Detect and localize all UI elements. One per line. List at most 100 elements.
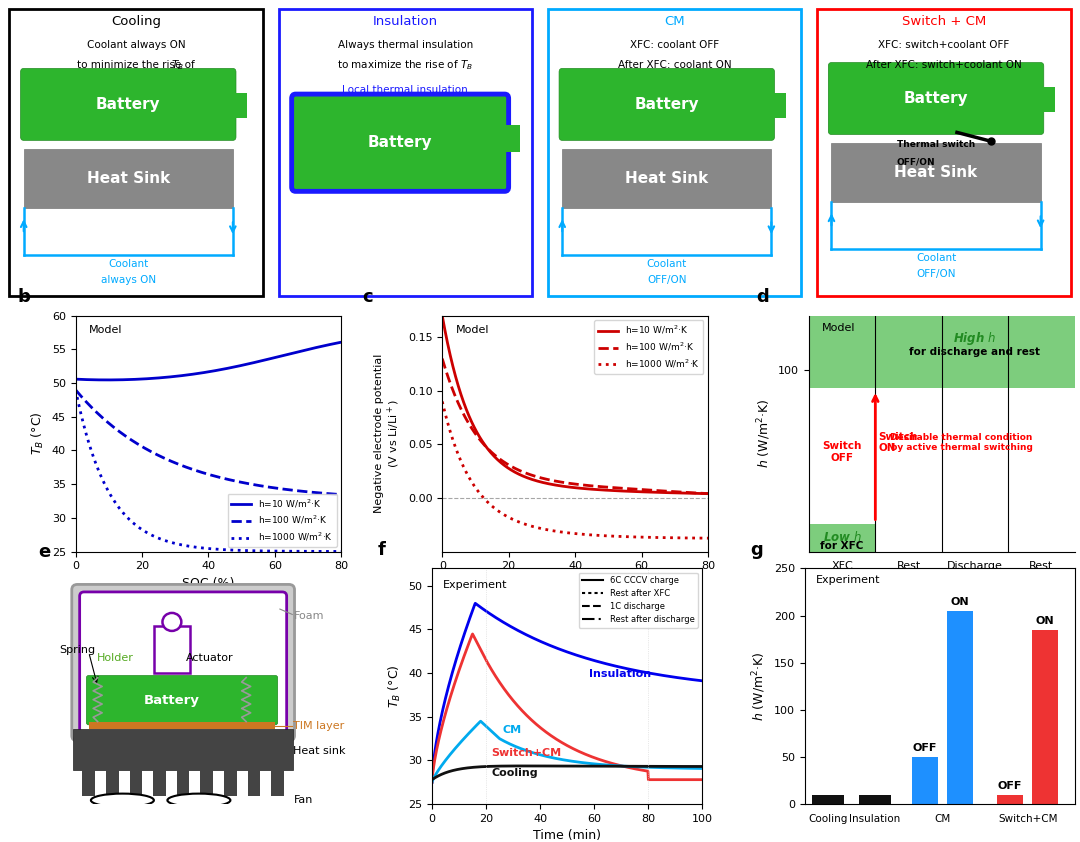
Text: ON: ON xyxy=(1036,616,1054,626)
Text: Experiment: Experiment xyxy=(815,575,880,585)
Bar xyxy=(504,125,521,152)
Text: Battery: Battery xyxy=(96,97,161,112)
Text: Switch + CM: Switch + CM xyxy=(902,15,986,29)
Text: g: g xyxy=(751,541,764,559)
Text: Model: Model xyxy=(822,322,855,333)
Text: d: d xyxy=(756,288,769,306)
Text: High $h$: High $h$ xyxy=(954,330,997,347)
Text: OFF/ON: OFF/ON xyxy=(916,269,956,280)
Text: XFC: switch+coolant OFF: XFC: switch+coolant OFF xyxy=(878,40,1010,51)
Text: Battery: Battery xyxy=(144,694,200,706)
Ellipse shape xyxy=(167,794,230,807)
Bar xyxy=(271,770,284,796)
Bar xyxy=(153,770,166,796)
X-axis label: SOC (%): SOC (%) xyxy=(183,577,234,589)
Bar xyxy=(233,93,247,118)
Bar xyxy=(563,148,771,207)
Text: OFF/ON: OFF/ON xyxy=(647,275,687,285)
Bar xyxy=(809,525,875,552)
Bar xyxy=(89,722,275,729)
Text: Actuator: Actuator xyxy=(187,653,234,663)
Bar xyxy=(947,610,973,804)
Text: b: b xyxy=(17,288,30,306)
Text: Switch
ON: Switch ON xyxy=(879,432,918,454)
Bar xyxy=(130,770,143,796)
FancyBboxPatch shape xyxy=(279,8,532,296)
Text: Fan: Fan xyxy=(294,795,313,805)
Text: Experiment: Experiment xyxy=(443,580,508,590)
Text: After XFC: switch+coolant ON: After XFC: switch+coolant ON xyxy=(866,60,1022,70)
Text: Battery: Battery xyxy=(904,91,969,106)
FancyBboxPatch shape xyxy=(71,584,295,741)
Text: for XFC: for XFC xyxy=(821,541,864,551)
FancyBboxPatch shape xyxy=(559,68,774,141)
Text: XFC: coolant OFF: XFC: coolant OFF xyxy=(630,40,719,51)
Y-axis label: $h$ (W/m$^2$·K): $h$ (W/m$^2$·K) xyxy=(751,652,768,721)
Bar xyxy=(82,770,95,796)
Bar xyxy=(912,757,939,804)
Text: Coolant: Coolant xyxy=(108,259,148,269)
Bar xyxy=(106,770,119,796)
Bar xyxy=(24,148,233,207)
FancyBboxPatch shape xyxy=(21,68,235,141)
Text: Coolant: Coolant xyxy=(916,253,956,264)
Bar xyxy=(73,729,294,770)
Text: Heat Sink: Heat Sink xyxy=(625,171,708,185)
Text: Holder: Holder xyxy=(97,653,134,663)
Bar xyxy=(809,388,1075,525)
Bar xyxy=(997,795,1023,804)
Text: Spring: Spring xyxy=(59,645,95,655)
X-axis label: SOC (%): SOC (%) xyxy=(549,577,602,589)
Text: OFF: OFF xyxy=(998,781,1023,791)
Bar xyxy=(177,770,189,796)
Text: Battery: Battery xyxy=(634,97,699,112)
Text: Coolant: Coolant xyxy=(647,259,687,269)
Text: Coolant always ON: Coolant always ON xyxy=(86,40,186,51)
Bar xyxy=(247,770,260,796)
Text: TIM layer: TIM layer xyxy=(294,721,345,731)
Text: c: c xyxy=(363,288,374,306)
FancyBboxPatch shape xyxy=(10,8,262,296)
Ellipse shape xyxy=(91,794,153,807)
Text: e: e xyxy=(38,543,50,562)
Text: $T_B$: $T_B$ xyxy=(172,58,185,72)
Bar xyxy=(809,316,1075,388)
Text: Insulation: Insulation xyxy=(589,669,651,679)
Text: OFF: OFF xyxy=(913,743,937,754)
Legend: 6C CCCV charge, Rest after XFC, 1C discharge, Rest after discharge: 6C CCCV charge, Rest after XFC, 1C disch… xyxy=(579,573,698,627)
FancyBboxPatch shape xyxy=(828,62,1043,135)
Text: Heat Sink: Heat Sink xyxy=(894,165,977,179)
Text: After XFC: coolant ON: After XFC: coolant ON xyxy=(618,60,731,70)
Text: Low $h$: Low $h$ xyxy=(823,530,862,544)
FancyBboxPatch shape xyxy=(292,94,509,191)
Text: CM: CM xyxy=(502,724,522,734)
Text: a: a xyxy=(0,0,6,1)
Text: Local thermal insulation: Local thermal insulation xyxy=(342,85,469,94)
Y-axis label: $h$ (W/m$^2$·K): $h$ (W/m$^2$·K) xyxy=(755,399,772,468)
X-axis label: Time (min): Time (min) xyxy=(534,829,600,842)
FancyBboxPatch shape xyxy=(548,8,801,296)
Text: Heat sink: Heat sink xyxy=(294,745,346,755)
Bar xyxy=(812,795,845,804)
Text: Cooling: Cooling xyxy=(111,15,161,29)
FancyBboxPatch shape xyxy=(80,592,286,733)
Text: Model: Model xyxy=(89,325,122,335)
Legend: h=10 W/m$^2$·K, h=100 W/m$^2$·K, h=1000 W/m$^2$·K: h=10 W/m$^2$·K, h=100 W/m$^2$·K, h=1000 … xyxy=(228,493,337,547)
Text: Switch
OFF: Switch OFF xyxy=(823,441,862,462)
Text: Always thermal insulation: Always thermal insulation xyxy=(338,40,473,51)
Text: Insulation: Insulation xyxy=(373,15,437,29)
Bar xyxy=(201,770,213,796)
Text: Desirable thermal condition
by active thermal switching: Desirable thermal condition by active th… xyxy=(891,433,1032,452)
Bar xyxy=(832,142,1041,201)
Text: Model: Model xyxy=(456,325,489,335)
Text: Thermal switch: Thermal switch xyxy=(896,140,975,149)
Bar xyxy=(859,795,891,804)
Text: Foam: Foam xyxy=(294,610,324,621)
Bar xyxy=(225,770,237,796)
FancyBboxPatch shape xyxy=(86,675,278,725)
Text: OFF/ON: OFF/ON xyxy=(896,157,935,167)
Text: f: f xyxy=(378,541,386,559)
Text: always ON: always ON xyxy=(100,275,156,285)
Text: Cooling: Cooling xyxy=(491,768,538,778)
Text: for discharge and rest: for discharge and rest xyxy=(909,347,1040,356)
